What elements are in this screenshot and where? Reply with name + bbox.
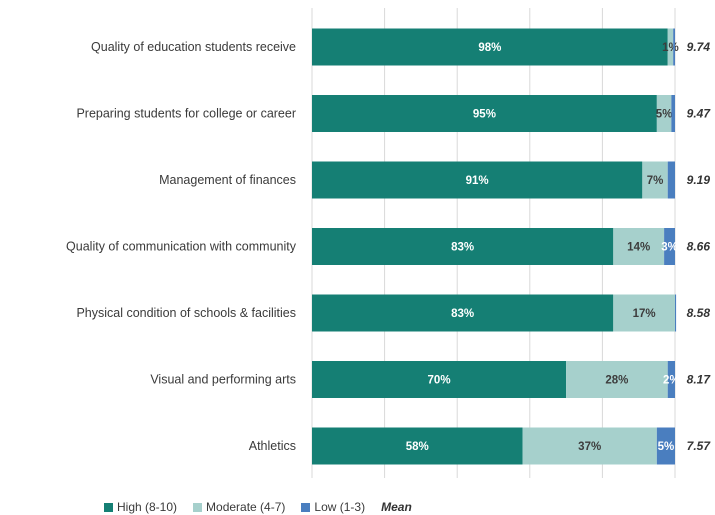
bar-segment: [656, 95, 672, 132]
bar-segment: [312, 95, 657, 132]
bar-segment: [312, 161, 643, 199]
bar-segment: [667, 361, 675, 398]
bar-segment: [671, 95, 675, 132]
category-label: Athletics: [249, 439, 296, 453]
data-label: 37%: [578, 441, 601, 453]
bar-segment: [673, 28, 675, 66]
legend-label-low: Low (1-3): [314, 500, 366, 514]
data-label: 17%: [633, 308, 656, 320]
data-label: 14%: [627, 242, 650, 254]
bar-segment: [675, 294, 677, 332]
mean-value: 7.57: [687, 439, 712, 453]
data-label: 83%: [451, 242, 474, 254]
category-label: Quality of education students receive: [91, 40, 296, 54]
data-label: 2%: [663, 375, 680, 387]
bar-segment: [312, 28, 668, 66]
bar-segment: [312, 228, 614, 265]
category-label: Preparing students for college or career: [76, 107, 296, 121]
bar-segment: [656, 427, 675, 465]
mean-value: 9.47: [687, 107, 712, 121]
stacked-bar-chart: Quality of education students receive 98%…: [66, 8, 712, 478]
legend-mean-label: Mean: [381, 500, 412, 514]
bar-segment: [613, 294, 675, 332]
legend-item-high: High (8-10): [104, 500, 177, 514]
bar-segment: [667, 28, 674, 66]
mean-value: 8.58: [687, 306, 711, 320]
data-label: 58%: [406, 441, 429, 453]
mean-value: 8.17: [687, 373, 712, 387]
bar-segment: [312, 427, 523, 465]
bar-segment: [522, 427, 657, 465]
data-label: 91%: [466, 175, 489, 187]
data-label: 83%: [451, 308, 474, 320]
data-label: 28%: [605, 375, 628, 387]
data-label: 3%: [661, 242, 678, 254]
data-label: 5%: [658, 441, 675, 453]
category-label: Visual and performing arts: [150, 373, 296, 387]
data-label: 98%: [478, 42, 501, 54]
data-label: 1%: [662, 42, 679, 54]
bar-segment: [312, 361, 567, 398]
data-label: 5%: [656, 109, 673, 121]
category-label: Physical condition of schools & faciliti…: [76, 306, 296, 320]
data-label: 95%: [473, 109, 496, 121]
data-label: 7%: [647, 175, 664, 187]
legend: High (8-10) Moderate (4-7) Low (1-3) Mea…: [104, 499, 428, 515]
legend-swatch-low: [301, 502, 311, 512]
legend-swatch-high: [104, 502, 113, 512]
data-label: 70%: [428, 375, 451, 387]
category-label: Quality of communication with community: [66, 240, 297, 254]
legend-swatch-moderate: [193, 502, 203, 512]
legend-label-high: High (8-10): [117, 500, 178, 514]
mean-value: 9.19: [687, 173, 711, 187]
legend-item-moderate: Moderate (4-7): [193, 500, 285, 514]
bar-segment: [566, 361, 668, 398]
category-label: Management of finances: [159, 173, 296, 187]
legend-item-low: Low (1-3): [301, 500, 365, 514]
bar-segment: [667, 161, 675, 199]
bar-segment: [613, 228, 665, 265]
bar-segment: [664, 228, 675, 265]
bar-segment: [642, 161, 668, 199]
mean-value: 8.66: [687, 240, 711, 254]
legend-label-moderate: Moderate (4-7): [206, 500, 286, 514]
bar-segment: [312, 294, 614, 332]
mean-value: 9.74: [687, 40, 711, 54]
